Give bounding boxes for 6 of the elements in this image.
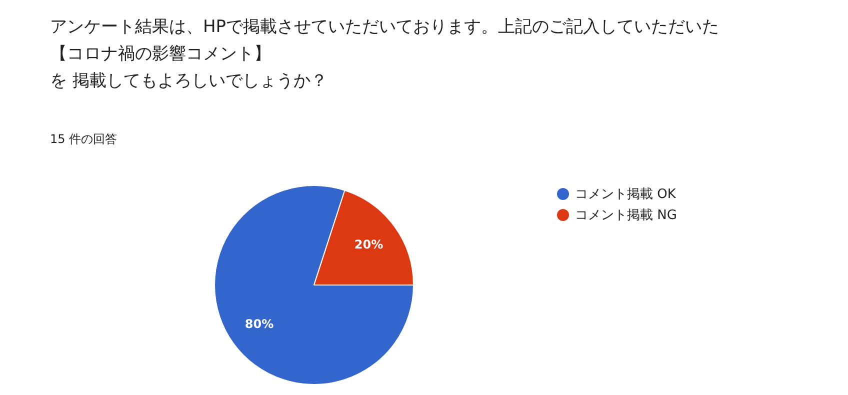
legend-label: コメント掲載 NG — [575, 206, 677, 224]
data-label: 20% — [354, 237, 384, 252]
text: 15 件の回答 — [50, 131, 118, 148]
chart-title: アンケート結果は、HPで掲載させていただいております。上記のご記入していただいた【コロナ禍の影響コメント】を 掲載してもよろしいでしょうか？ — [50, 16, 720, 93]
legend-label: コメント掲載 OK — [575, 186, 676, 202]
data-label: 80% — [244, 316, 274, 331]
